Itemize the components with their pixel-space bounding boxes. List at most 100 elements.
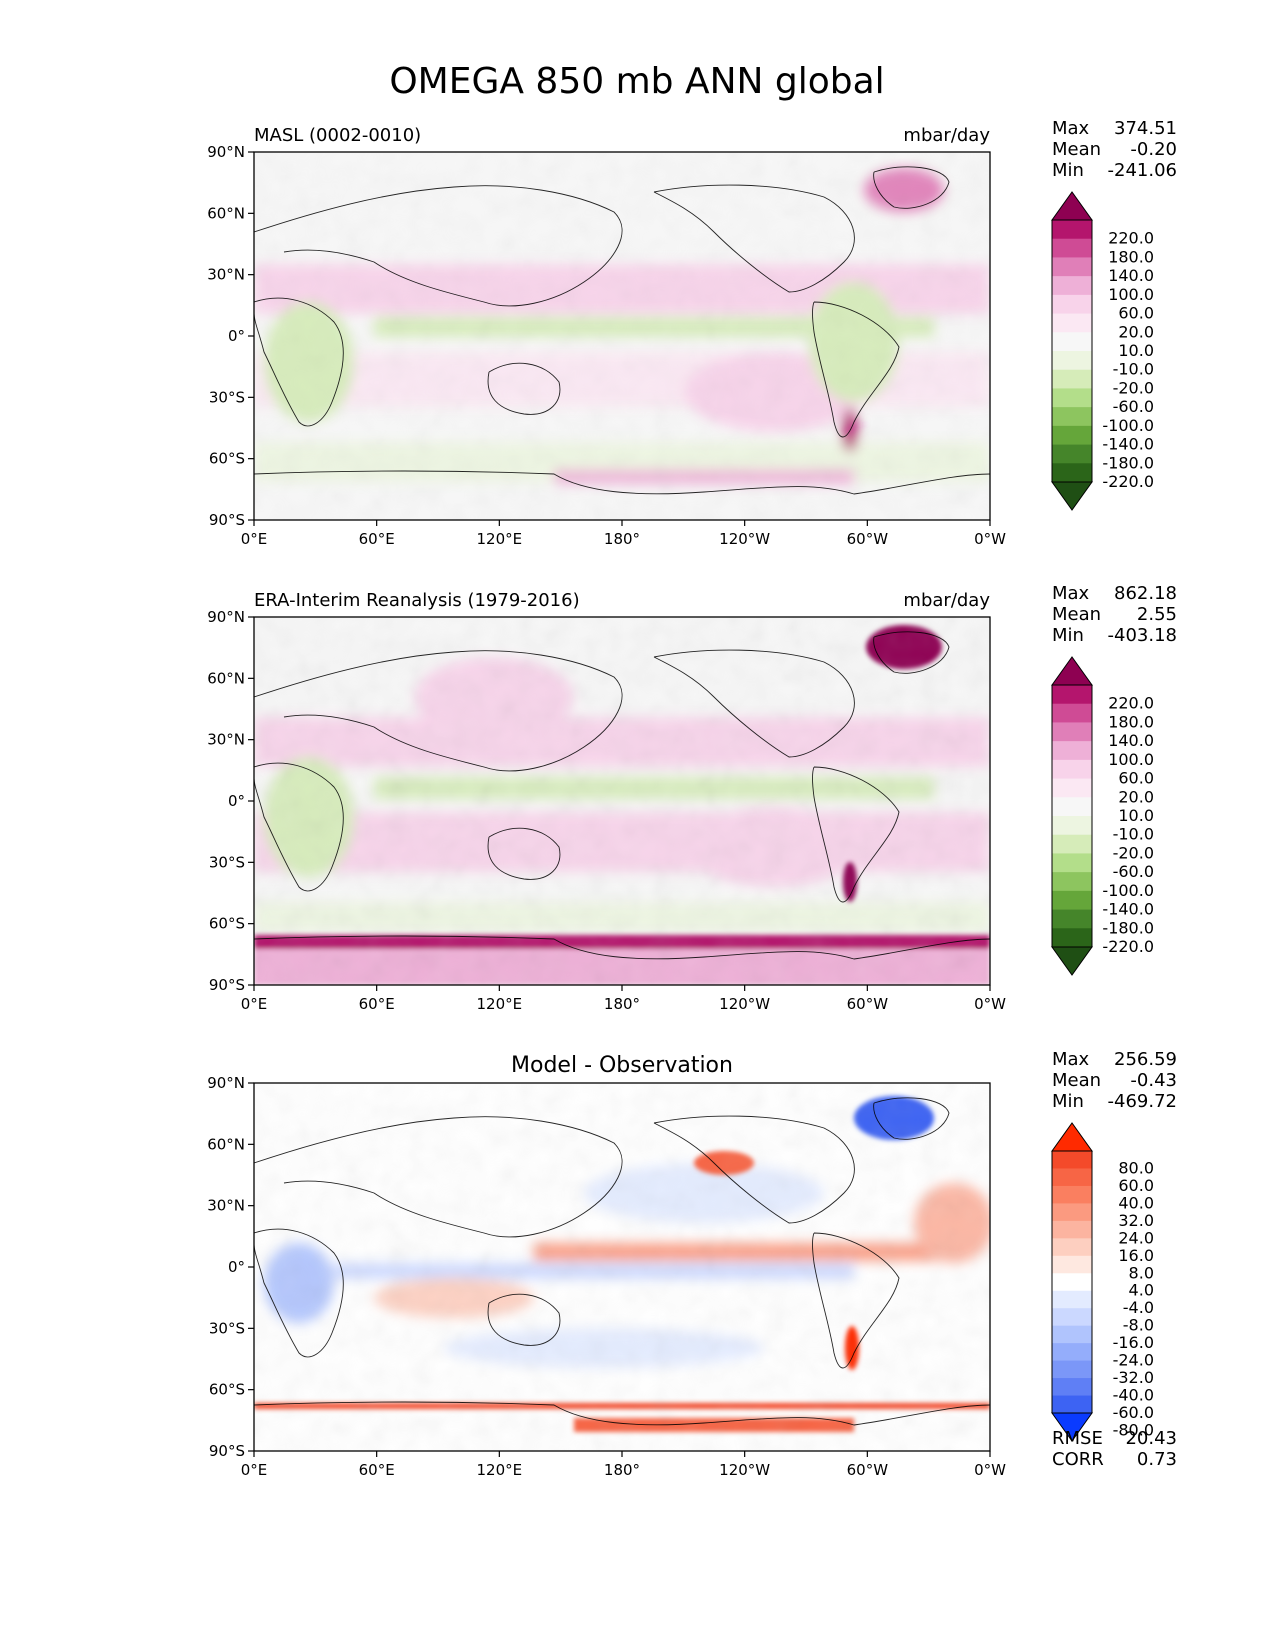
panel-difference: Model - Observation (207, 1053, 1006, 1479)
colorbar-segment (1052, 463, 1092, 483)
panel-center-title: Model - Observation (511, 1053, 733, 1078)
stat-label-corr: CORR (1052, 1449, 1104, 1470)
lat-tick-label: 90°N (207, 1074, 245, 1092)
stat-label-max: Max (1052, 583, 1090, 604)
stat-label-max: Max (1052, 1049, 1090, 1070)
lon-tick-label: 120°E (477, 530, 523, 548)
axis-ticks: 90°N 60°N 30°N 0° 30°S 60°S 90°S0°E 60°E 120°E 18… (207, 143, 1006, 548)
colorbar-segment (1052, 816, 1092, 836)
map-field (254, 1083, 990, 1451)
colorbar-segment (1052, 1360, 1092, 1379)
panel-left-title: MASL (0002-0010) (254, 125, 421, 146)
coast-greenland (873, 1097, 950, 1140)
colorbar-segment (1052, 797, 1092, 817)
panel-model: MASL (0002-0010) mbar/day (207, 125, 1006, 548)
colorbar-label: -60.0 (1113, 862, 1154, 881)
colorbar-segment (1052, 834, 1092, 854)
colorbar-label: 24.0 (1118, 1228, 1154, 1247)
colorbar-segment (1052, 425, 1092, 445)
colorbar-label: -40.0 (1113, 1386, 1154, 1405)
colorbar-segment (1052, 703, 1092, 723)
colorbar-segment (1052, 276, 1092, 296)
colorbar-label: 32.0 (1118, 1211, 1154, 1230)
colorbar-frame (1051, 219, 1093, 483)
colorbar-label: 10.0 (1118, 806, 1154, 825)
lat-tick-label: 30°N (207, 1197, 245, 1215)
coastlines (254, 166, 990, 495)
colorbar-segment (1052, 444, 1092, 464)
lat-tick-label: 90°S (209, 976, 245, 994)
coast-south-america (812, 301, 900, 438)
colorbar-label: 140.0 (1108, 731, 1154, 750)
colorbar-label: -32.0 (1113, 1368, 1154, 1387)
colorbar-label: -140.0 (1102, 900, 1154, 919)
colorbar-frame (1051, 1150, 1093, 1414)
map-field (254, 617, 990, 985)
stat-value-min: -469.72 (1108, 1091, 1177, 1112)
lat-tick-label: 90°S (209, 511, 245, 529)
stat-value-max: 374.51 (1114, 118, 1177, 139)
coast-north-america (653, 1115, 855, 1224)
axis-ticks: 90°N 60°N 30°N 0° 30°S 60°S 90°S0°E 60°E 120°E 18… (207, 1074, 1006, 1479)
colorbar-segment (1052, 257, 1092, 277)
colorbar-label: 180.0 (1108, 712, 1154, 731)
axis-ticks: 90°N 60°N 30°N 0° 30°S 60°S 90°S0°E 60°E 120°E 18… (207, 608, 1006, 1013)
stat-label-min: Min (1052, 160, 1084, 181)
coast-eurasia (254, 650, 623, 772)
colorbar-segment (1052, 853, 1092, 873)
colorbar-segment (1052, 1185, 1092, 1204)
lon-tick-label: 60°W (847, 530, 889, 548)
lat-tick-label: 30°N (207, 731, 245, 749)
colorbar-label: 20.0 (1118, 322, 1154, 341)
panel-side-0: Max 374.51 Mean -0.20 Min -241.06 220.01… (1051, 118, 1177, 511)
lon-tick-label: 60°W (847, 1461, 889, 1479)
colorbar-segment (1052, 1151, 1092, 1169)
lon-tick-label: 60°E (359, 1461, 395, 1479)
coast-antarctica (254, 470, 990, 495)
colorbar-label: 140.0 (1108, 266, 1154, 285)
colorbar-segment (1052, 1238, 1092, 1257)
colorbar-extend-bottom (1051, 481, 1093, 511)
lat-tick-label: 60°S (209, 450, 245, 468)
stat-value-mean: -0.43 (1130, 1070, 1177, 1091)
colorbar-segment (1052, 872, 1092, 892)
colorbar-segment (1052, 1203, 1092, 1222)
colorbar-label: 16.0 (1118, 1246, 1154, 1265)
lat-tick-label: 30°S (209, 388, 245, 406)
colorbar-extend-bottom (1051, 946, 1093, 976)
coast-south-america (812, 766, 900, 903)
colorbar-label: 60.0 (1118, 1176, 1154, 1195)
colorbar-segment (1052, 909, 1092, 929)
colorbar-segment (1052, 369, 1092, 389)
lon-tick-label: 120°E (477, 1461, 523, 1479)
colorbar-extend-top (1051, 656, 1093, 686)
lat-tick-label: 60°S (209, 1381, 245, 1399)
panel-side-1: Max 862.18 Mean 2.55 Min -403.18 220.018… (1051, 583, 1177, 976)
coastlines (254, 1097, 990, 1426)
coast-africa (254, 297, 344, 427)
colorbar-segment (1052, 741, 1092, 761)
colorbar-segment (1052, 238, 1092, 258)
stat-value-min: -403.18 (1108, 625, 1177, 646)
stat-label-min: Min (1052, 1091, 1084, 1112)
colorbar-label: -20.0 (1113, 378, 1154, 397)
colorbar-label: -180.0 (1102, 453, 1154, 472)
field-texture (254, 617, 990, 985)
colorbar-label: 60.0 (1118, 769, 1154, 788)
colorbar-segment (1052, 1255, 1092, 1274)
colorbar-segment (1052, 407, 1092, 427)
lon-tick-label: 0°E (241, 1461, 268, 1479)
stat-label-max: Max (1052, 118, 1090, 139)
colorbar-extend-top (1051, 1122, 1093, 1152)
stat-label-mean: Mean (1052, 1070, 1101, 1091)
colorbar-label: 180.0 (1108, 247, 1154, 266)
colorbar-segment (1052, 759, 1092, 779)
colorbar-extend-top (1051, 191, 1093, 221)
stat-value-corr: 0.73 (1137, 1449, 1177, 1470)
colorbar-segment (1052, 890, 1092, 910)
panel-left-title: ERA-Interim Reanalysis (1979-2016) (254, 590, 580, 611)
colorbar-label: -180.0 (1102, 918, 1154, 937)
field-texture (254, 1083, 990, 1451)
coast-australia (487, 1293, 561, 1346)
